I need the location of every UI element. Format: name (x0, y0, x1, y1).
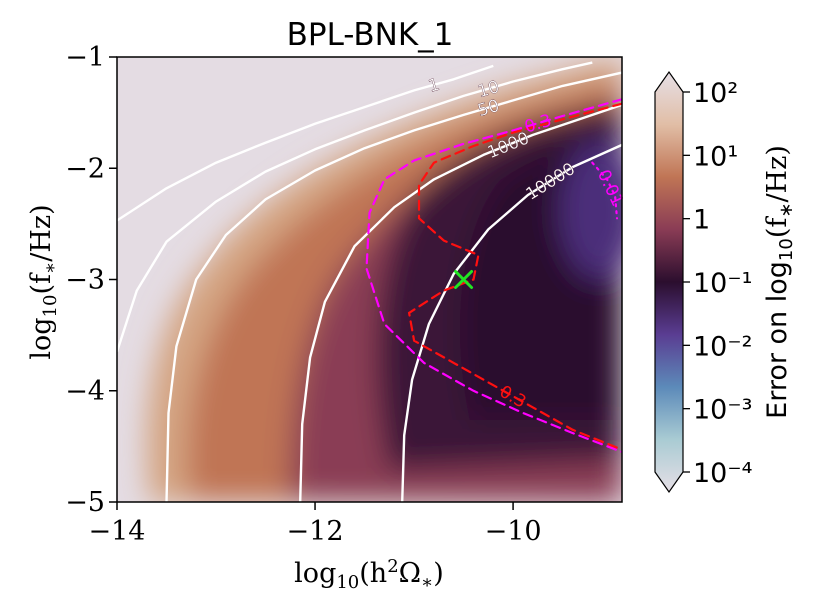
x-tick-label: −14 (89, 516, 146, 547)
y-tick-label: −4 (65, 376, 105, 407)
benchmark-marker-group (454, 270, 474, 289)
y-tick-label: −3 (65, 265, 105, 296)
colorbar-scale (654, 70, 684, 494)
colorbar-title: Error on log10(f∗/Hz) (762, 145, 797, 419)
chart-title: BPL-BNK_1 (287, 17, 454, 53)
colorbar-tick-label: 10⁻⁴ (693, 458, 752, 489)
error-contour-line (591, 161, 619, 220)
error-contour-line (365, 98, 622, 453)
x-tick-label: −10 (485, 516, 542, 547)
colorbar-tick-label: 10⁻³ (693, 395, 752, 426)
x-tick-label: −12 (287, 516, 344, 547)
y-tick-label: −5 (65, 487, 105, 518)
colorbar: 10² 10¹ 1 10⁻¹ 10⁻² 10⁻³ 10⁻⁴ Error on log10(f… (654, 70, 797, 494)
snr-contour-label: 1 (426, 75, 442, 97)
y-axis: −1 −2 −3 −4 −5 (65, 42, 117, 518)
snr-contours (117, 61, 622, 502)
benchmark-marker (454, 270, 474, 289)
x-axis: −14 −12 −10 (89, 502, 542, 547)
colorbar-tick-label: 10⁻¹ (693, 268, 752, 299)
y-tick-label: −1 (65, 42, 105, 73)
x-axis-title: log10(h2Ω∗) (294, 556, 444, 593)
colorbar-tick-label: 10¹ (693, 141, 738, 172)
snr-contour-line (117, 61, 593, 353)
colorbar-tick-label: 10² (693, 78, 738, 109)
snr-contour-line (299, 103, 622, 502)
snr-contour-line (165, 71, 622, 502)
snr-contour-line (401, 143, 622, 502)
colorbar-tick-label: 10⁻² (693, 331, 752, 362)
y-tick-label: −2 (65, 153, 105, 184)
snr-contour-line (117, 64, 494, 222)
y-axis-title: log10(f∗/Hz) (26, 204, 61, 359)
error-contours (365, 98, 622, 453)
colorbar-tick-label: 1 (693, 205, 710, 236)
